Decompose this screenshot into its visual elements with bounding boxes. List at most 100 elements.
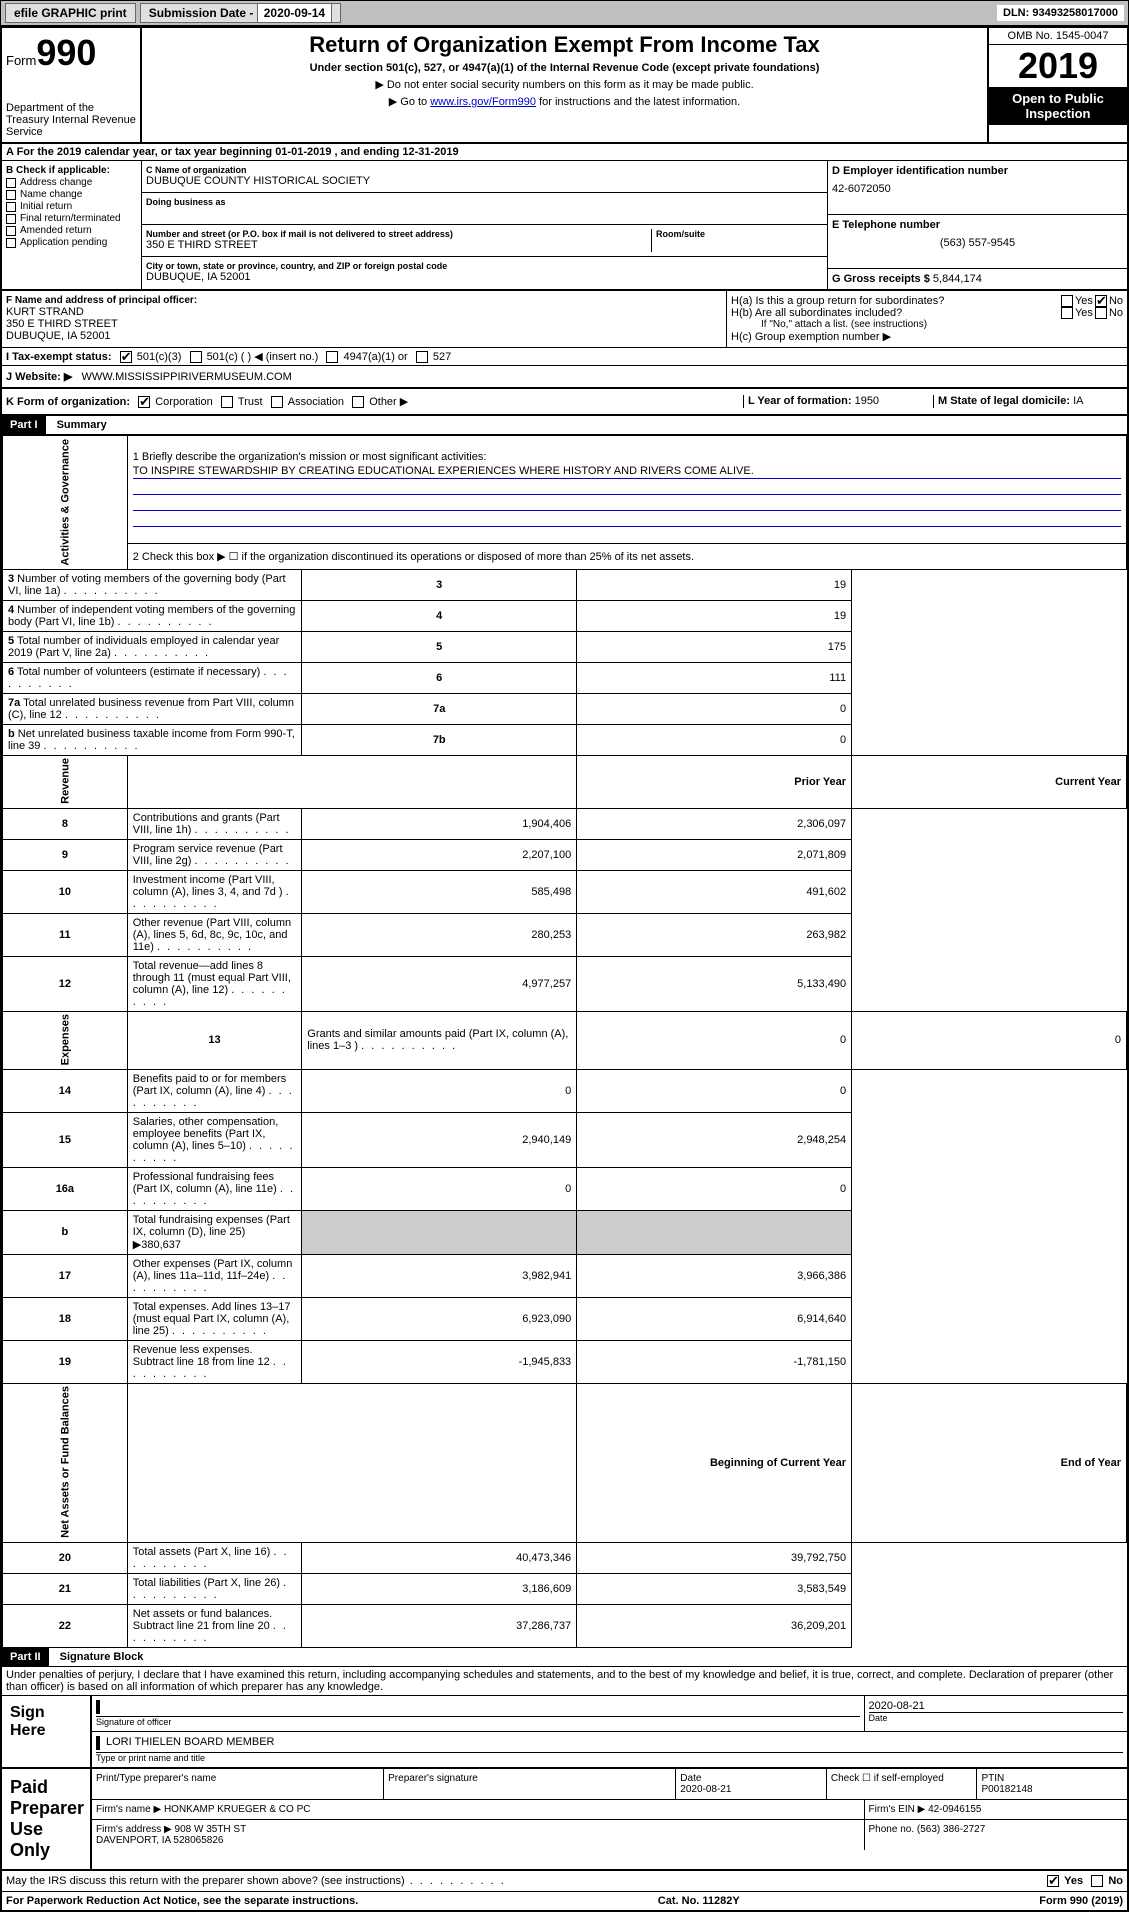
tax-year: 2019: [989, 45, 1127, 87]
prep-ptin-label: PTIN: [981, 1773, 1004, 1784]
checkbox-icon[interactable]: [6, 214, 16, 224]
end-value: 3,583,549: [577, 1573, 852, 1604]
checkbox-icon[interactable]: [6, 190, 16, 200]
h-a-yes-checkbox[interactable]: [1061, 295, 1073, 307]
501c3-checkbox[interactable]: [120, 351, 132, 363]
box-b-option[interactable]: Final return/terminated: [6, 213, 137, 224]
assoc-checkbox[interactable]: [271, 396, 283, 408]
line-text: Salaries, other compensation, employee b…: [127, 1112, 302, 1167]
irs-link[interactable]: www.irs.gov/Form990: [430, 96, 536, 108]
org-name-value: DUBUQUE COUNTY HISTORICAL SOCIETY: [146, 175, 823, 187]
q2-text: 2 Check this box ▶ ☐ if the organization…: [127, 544, 1126, 569]
checkbox-icon[interactable]: [6, 178, 16, 188]
prior-value: 3,982,941: [302, 1254, 577, 1297]
perjury-declaration: Under penalties of perjury, I declare th…: [2, 1667, 1127, 1696]
box-b-option[interactable]: Amended return: [6, 225, 137, 236]
h-a-label: H(a) Is this a group return for subordin…: [731, 295, 1059, 307]
prep-selfemp-label: Check ☐ if self-employed: [831, 1773, 944, 1784]
current-value: 2,071,809: [577, 839, 852, 870]
box-b-option[interactable]: Address change: [6, 177, 137, 188]
527-checkbox[interactable]: [416, 351, 428, 363]
prior-value: -1,945,833: [302, 1340, 577, 1383]
current-value: 6,914,640: [577, 1297, 852, 1340]
prior-value: 6,923,090: [302, 1297, 577, 1340]
line-text: Professional fundraising fees (Part IX, …: [127, 1167, 302, 1210]
header-left: Form990 Department of the Treasury Inter…: [2, 28, 142, 142]
h-yes-label: Yes: [1075, 295, 1093, 307]
sig-name-value: LORI THIELEN BOARD MEMBER: [96, 1736, 1123, 1750]
gov-line-value: 19: [577, 569, 852, 600]
discuss-no-checkbox[interactable]: [1091, 1875, 1103, 1887]
current-value: 0: [852, 1011, 1127, 1069]
top-bar: efile GRAPHIC print Submission Date - 20…: [0, 0, 1129, 26]
sign-here-label: Sign Here: [2, 1696, 92, 1767]
checkbox-icon[interactable]: [6, 238, 16, 248]
h-no-label-2: No: [1109, 307, 1123, 319]
501c-checkbox[interactable]: [190, 351, 202, 363]
mission-lines: TO INSPIRE STEWARDSHIP BY CREATING EDUCA…: [133, 465, 1121, 527]
discuss-yes-checkbox[interactable]: [1047, 1875, 1059, 1887]
part-1-badge: Part I: [2, 416, 46, 434]
discuss-row: May the IRS discuss this return with the…: [2, 1871, 1127, 1892]
h-b-no-checkbox[interactable]: [1095, 307, 1107, 319]
prior-value: 280,253: [302, 913, 577, 956]
form-subtitle-3: ▶ Go to www.irs.gov/Form990 for instruct…: [146, 95, 983, 108]
gov-line-text: 7a Total unrelated business revenue from…: [3, 693, 302, 724]
box-b-option-label: Application pending: [20, 237, 107, 248]
part-1-header-row: Part I Summary: [2, 416, 1127, 435]
firm-ein-value: 42-0946155: [928, 1804, 981, 1815]
submission-date-button[interactable]: Submission Date - 2020-09-14: [140, 3, 341, 23]
begin-year-header: Beginning of Current Year: [577, 1383, 852, 1542]
h-yes-label-2: Yes: [1075, 307, 1093, 319]
527-label: 527: [433, 351, 451, 363]
officer-addr: 350 E THIRD STREET DUBUQUE, IA 52001: [6, 318, 722, 342]
efile-print-button[interactable]: efile GRAPHIC print: [5, 3, 136, 23]
paid-preparer-section: Paid Preparer Use Only Print/Type prepar…: [2, 1769, 1127, 1871]
ein-value: 42-6072050: [832, 183, 1123, 195]
current-value: 2,948,254: [577, 1112, 852, 1167]
4947-checkbox[interactable]: [326, 351, 338, 363]
box-b-option-label: Amended return: [20, 225, 92, 236]
addr-label: Number and street (or P.O. box if mail i…: [146, 229, 647, 239]
box-e: E Telephone number (563) 557-9545: [828, 215, 1127, 269]
sidelabel-expenses: Expenses: [3, 1011, 128, 1069]
gov-line-value: 175: [577, 631, 852, 662]
box-b-option[interactable]: Initial return: [6, 201, 137, 212]
other-checkbox[interactable]: [352, 396, 364, 408]
box-b-option[interactable]: Name change: [6, 189, 137, 200]
header-center: Return of Organization Exempt From Incom…: [142, 28, 987, 142]
trust-checkbox[interactable]: [221, 396, 233, 408]
sub3-pre: ▶ Go to: [389, 96, 430, 108]
mission-blank-2: [133, 497, 1121, 511]
h-a-no-checkbox[interactable]: [1095, 295, 1107, 307]
prior-value: 2,207,100: [302, 839, 577, 870]
gross-label: G Gross receipts $: [832, 273, 930, 285]
box-j: J Website: ▶ WWW.MISSISSIPPIRIVERMUSEUM.…: [2, 366, 1127, 389]
org-name-label: C Name of organization: [146, 165, 823, 175]
mission-text: TO INSPIRE STEWARDSHIP BY CREATING EDUCA…: [133, 465, 1121, 479]
current-value: 0: [577, 1167, 852, 1210]
box-b-option[interactable]: Application pending: [6, 237, 137, 248]
omb-number: OMB No. 1545-0047: [989, 28, 1127, 45]
checkbox-icon[interactable]: [6, 226, 16, 236]
box-b-title: B Check if applicable:: [6, 165, 137, 176]
prep-ptin-value: P00182148: [981, 1784, 1032, 1795]
firm-name-label: Firm's name ▶: [96, 1804, 161, 1815]
firm-ein-label: Firm's EIN ▶: [869, 1804, 926, 1815]
box-right: D Employer identification number 42-6072…: [827, 161, 1127, 289]
corp-checkbox[interactable]: [138, 396, 150, 408]
gov-line-box: 7a: [302, 693, 577, 724]
h-no-label: No: [1109, 295, 1123, 307]
h-b-yes-checkbox[interactable]: [1061, 307, 1073, 319]
line-number: 8: [3, 808, 128, 839]
current-value: 0: [577, 1069, 852, 1112]
prior-value: [302, 1210, 577, 1254]
checkbox-icon[interactable]: [6, 202, 16, 212]
discuss-question: May the IRS discuss this return with the…: [6, 1875, 1045, 1887]
form-title: Return of Organization Exempt From Incom…: [146, 32, 983, 58]
form-990-num: 990: [36, 32, 96, 73]
line-number: 22: [3, 1604, 128, 1647]
prior-value: 585,498: [302, 870, 577, 913]
box-h: H(a) Is this a group return for subordin…: [727, 291, 1127, 347]
gov-line-value: 0: [577, 693, 852, 724]
